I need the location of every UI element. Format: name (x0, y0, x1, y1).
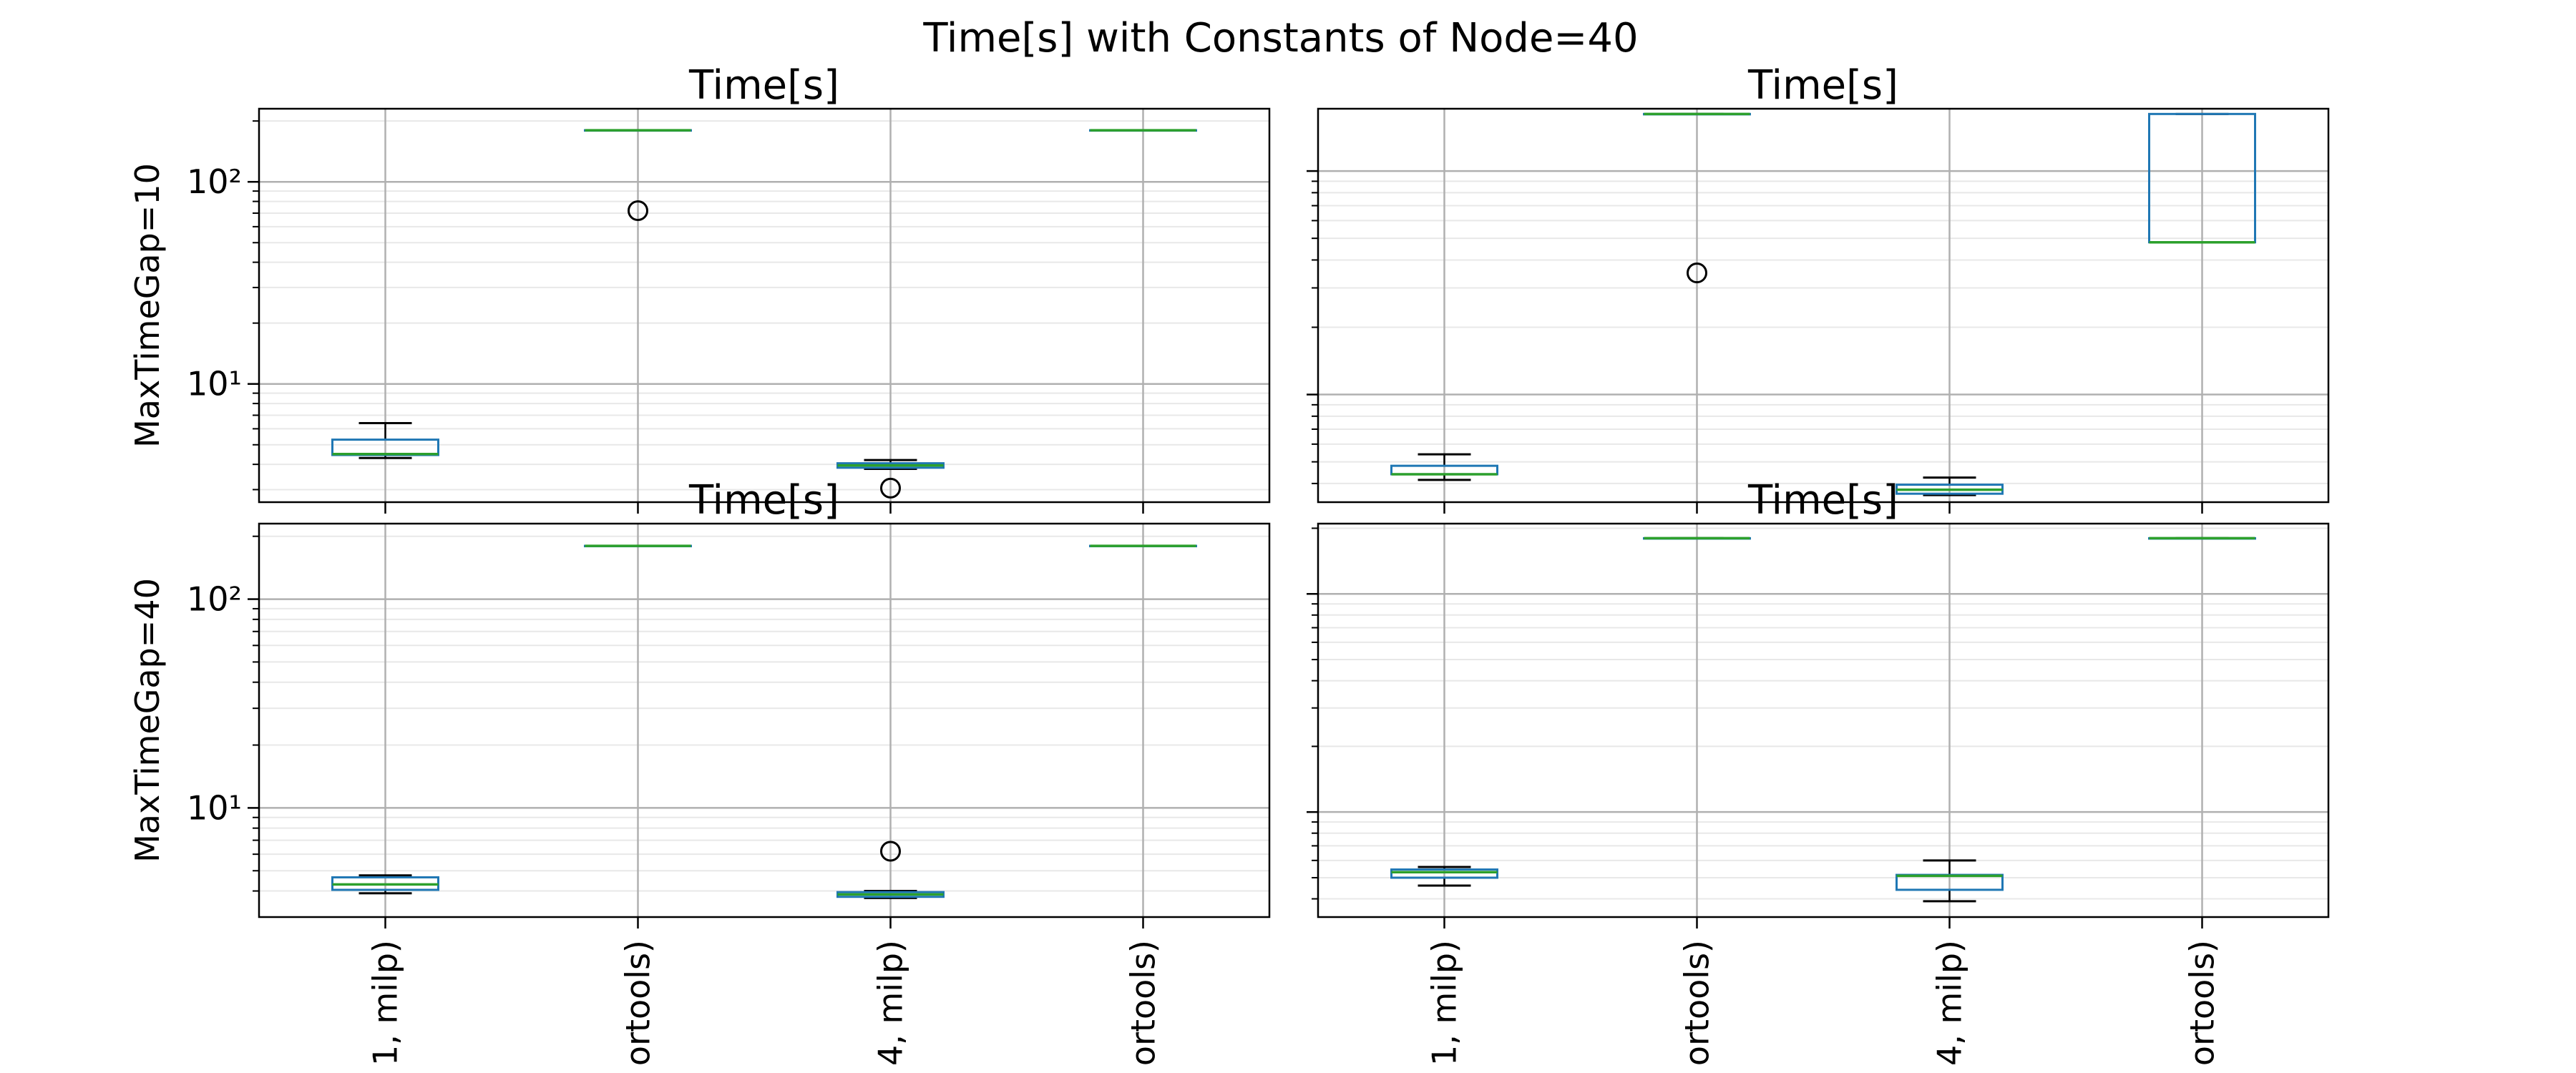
axes-frame (258, 522, 1271, 918)
y-tick-label: 10² (187, 580, 242, 619)
subplot-3: 10¹ 10² 1, milp) ortools) 4, milp) ortools) Ti… (128, 477, 1271, 1066)
figure-title: Time[s] with Constants of Node=40 (922, 15, 1638, 62)
outlier-point (880, 841, 901, 862)
x-tick-label: 1, milp) (366, 940, 405, 1066)
subplot-title: Time[s] (688, 477, 839, 524)
axes-frame (1317, 107, 2330, 504)
box-2 (1643, 536, 1751, 540)
y-tick-label: 10¹ (187, 788, 242, 827)
box-1 (331, 874, 439, 895)
box-marks (331, 544, 1197, 899)
iqr-box (1390, 868, 1498, 879)
box-4 (2148, 112, 2256, 244)
box-2 (584, 544, 692, 548)
y-axis-label: MaxTimeGap=40 (128, 578, 167, 863)
box-1 (331, 421, 439, 459)
x-tick-label: ortools) (1678, 940, 1717, 1066)
box-4 (1089, 129, 1197, 132)
box-2 (1643, 112, 1751, 284)
box-3 (1896, 476, 2004, 496)
x-tick-label: ortools) (2183, 940, 2222, 1066)
outlier-point (880, 477, 901, 499)
x-tick-label: 4, milp) (872, 940, 910, 1066)
box-3 (836, 459, 945, 499)
x-tick-label: ortools) (619, 940, 658, 1066)
axes-frame (1317, 522, 2330, 918)
y-tick-label: 10¹ (187, 365, 242, 403)
box-1 (1390, 453, 1498, 481)
x-tick-label: ortools) (1124, 940, 1163, 1066)
subplot-2: Time[s] (1307, 62, 2330, 514)
subplot-4: 1, milp) ortools) 4, milp) ortools) Time[s] (1307, 477, 2330, 1066)
box-marks (331, 129, 1197, 499)
subplot-grid: 10¹10²Time[s]MaxTimeGap=10Time[s]10¹10²1… (128, 62, 2330, 1066)
outlier-point (628, 200, 648, 222)
box-4 (1089, 544, 1197, 548)
subplot-title: Time[s] (1747, 477, 1898, 524)
subplot-1: 10¹ 10² Time[s] MaxTimeGap=10 (128, 62, 1271, 514)
grid-lines (1318, 524, 2328, 917)
box-4 (2148, 536, 2256, 540)
grid-lines (259, 109, 1269, 502)
subplot-title: Time[s] (688, 62, 839, 109)
box-3 (1896, 859, 2004, 903)
x-tick-label: 1, milp) (1425, 940, 1464, 1066)
y-axis-label: MaxTimeGap=10 (128, 163, 167, 448)
outlier-point (1687, 263, 1707, 284)
box-marks (1390, 536, 2256, 903)
box-1 (1390, 866, 1498, 887)
x-tick-label: 4, milp) (1931, 940, 1969, 1066)
box-3 (836, 841, 945, 899)
box-marks (1390, 112, 2256, 496)
y-tick-label: 10² (187, 162, 242, 201)
axes-frame (258, 107, 1271, 504)
grid-lines (1318, 109, 2328, 502)
subplot-title: Time[s] (1747, 62, 1898, 109)
grid-lines (259, 524, 1269, 917)
box-2 (584, 129, 692, 222)
